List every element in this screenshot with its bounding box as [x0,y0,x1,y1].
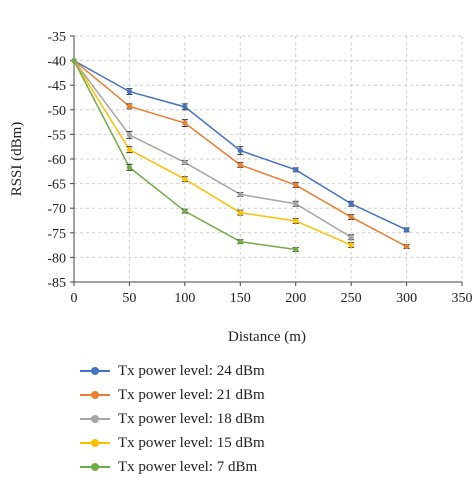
x-tick-label: 350 [452,291,473,306]
data-point [237,148,243,154]
data-point [237,239,243,245]
data-point [348,234,354,240]
x-tick-label: 0 [71,291,78,306]
data-point [348,214,354,220]
y-tick-label: -55 [47,128,66,143]
data-point [237,191,243,198]
grid-lines [73,35,463,283]
data-point [237,210,243,216]
data-point [126,103,133,109]
data-point [237,162,243,168]
data-point [126,147,133,153]
data-point [71,58,77,64]
tick-labels: -35 -40 -45 -50 -55 -60 -65 -70 -75 -80 -85 0 50 100 1… [47,30,472,306]
y-tick-label: -45 [47,79,66,94]
y-tick-label: -75 [47,227,66,242]
x-axis-label: Distance (m) [228,329,306,345]
x-tick-label: 250 [341,291,362,306]
axes [70,35,463,286]
data-point [126,88,133,95]
legend-label: Tx power level: 15 dBm [118,434,265,451]
y-tick-label: -70 [47,202,66,217]
y-tick-label: -50 [47,104,66,119]
legend-swatch [80,461,110,473]
series-line [73,60,352,246]
data-point [293,246,299,253]
data-point [293,201,299,207]
y-tick-label: -85 [47,276,66,291]
data-point [403,227,410,233]
series-1 [71,58,410,233]
legend-swatch [80,413,110,425]
y-tick-label: -40 [47,55,66,70]
series-line [73,60,352,238]
legend-item: Tx power level: 24 dBm [80,359,380,383]
legend-label: Tx power level: 21 dBm [118,386,265,403]
series-5 [71,58,299,253]
data-point [293,218,299,224]
chart-area: -35 -40 -45 -50 -55 -60 -65 -70 -75 -80 -85 0 50 100 1… [9,30,473,345]
data-point [126,132,133,138]
x-tick-label: 100 [174,291,195,306]
legend-label: Tx power level: 7 dBm [118,458,258,475]
data-point [182,208,188,214]
data-point [182,176,188,182]
data-point [403,243,410,250]
legend-label: Tx power level: 18 dBm [118,410,265,427]
series-2 [71,58,410,250]
x-tick-label: 150 [230,291,251,306]
series-group [71,58,410,253]
y-tick-label: -35 [47,30,66,45]
y-axis-label: RSSI (dBm) [9,122,25,197]
legend-swatch [80,437,110,449]
x-tick-label: 50 [122,291,136,306]
data-point [126,164,133,170]
data-point [182,104,188,110]
legend-item: Tx power level: 21 dBm [80,383,380,407]
y-tick-label: -80 [47,251,66,266]
data-point [182,159,188,166]
x-tick-label: 200 [285,291,306,306]
data-point [293,167,299,173]
legend: Tx power level: 24 dBm Tx power level: 2… [80,359,380,479]
data-point [182,120,188,126]
legend-swatch [80,365,110,377]
legend-item: Tx power level: 15 dBm [80,431,380,455]
legend-label: Tx power level: 24 dBm [118,362,265,379]
legend-item: Tx power level: 7 dBm [80,455,380,479]
legend-item: Tx power level: 18 dBm [80,407,380,431]
y-tick-label: -60 [47,153,66,168]
data-point [348,201,354,207]
data-point [293,182,299,188]
series-4 [71,58,355,249]
data-point [348,242,354,248]
y-tick-label: -65 [47,178,66,193]
legend-swatch [80,389,110,401]
x-tick-label: 300 [396,291,417,306]
